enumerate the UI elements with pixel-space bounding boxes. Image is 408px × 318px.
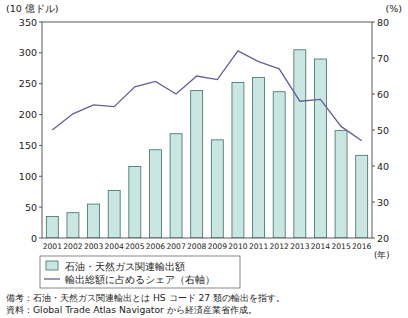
bar (273, 92, 285, 238)
chart: 0501001502002503003502030405060708020012… (0, 0, 408, 318)
bar (294, 50, 306, 238)
y-tick (39, 114, 42, 115)
y-tick-label: 0 (31, 233, 37, 244)
x-tick-label: 2007 (166, 242, 185, 251)
y2-tick-label: 30 (377, 197, 389, 208)
y-tick (39, 207, 42, 208)
y-tick-label: 100 (19, 171, 37, 182)
x-tick-label: 2006 (146, 242, 165, 251)
y2-tick (372, 238, 375, 239)
y2-tick-label: 50 (377, 125, 389, 136)
y2-tick (372, 202, 375, 203)
x-tick-label: 2010 (228, 242, 247, 251)
y-tick (39, 238, 42, 239)
x-tick-label: 2016 (352, 242, 371, 251)
plot-frame (42, 22, 372, 238)
y2-tick (372, 58, 375, 59)
bar (314, 59, 326, 238)
bar (356, 155, 368, 238)
y2-tick-label: 70 (377, 53, 389, 64)
legend-swatch (46, 261, 58, 270)
legend-box (40, 256, 240, 288)
y2-tick (372, 94, 375, 95)
y-tick-label: 350 (19, 17, 37, 28)
bar (108, 190, 120, 238)
plot-area (46, 50, 367, 238)
y-tick-label: 300 (19, 47, 37, 58)
x-tick-label: 2015 (331, 242, 350, 251)
bar (335, 131, 347, 238)
y-tick (39, 52, 42, 53)
bar (149, 150, 161, 238)
y-axis-label: (10 億ドル) (6, 3, 59, 14)
bar (211, 140, 223, 238)
x-tick-label: 2013 (290, 242, 309, 251)
legend-swatch (44, 278, 60, 279)
y2-tick-label: 80 (377, 17, 389, 28)
y2-tick-label: 20 (377, 233, 389, 244)
y-tick (39, 176, 42, 177)
y2-axis-label: (%) (386, 3, 402, 14)
bar (46, 216, 58, 238)
x-tick-label: 2005 (125, 242, 144, 251)
bar (170, 134, 182, 238)
x-tick-label: 2008 (187, 242, 206, 251)
y2-tick (372, 130, 375, 131)
bar (191, 91, 203, 238)
share-line (52, 51, 361, 141)
y-tick-label: 150 (19, 140, 37, 151)
y-tick-label: 250 (19, 78, 37, 89)
bar (253, 78, 265, 238)
bar (232, 82, 244, 238)
x-tick-label: 2001 (43, 242, 62, 251)
x-tick-label: 2004 (105, 242, 124, 251)
y-tick-label: 200 (19, 109, 37, 120)
y-tick (39, 145, 42, 146)
x-tick-label: 2003 (84, 242, 103, 251)
note: 備考：石油・天然ガス関連輸出とは HS コード 27 類の輸出を指す。 (6, 292, 285, 303)
y2-tick (372, 22, 375, 23)
y-tick (39, 83, 42, 84)
x-tick-label: 2014 (311, 242, 330, 251)
x-tick-label: 2011 (249, 242, 268, 251)
y-tick (39, 22, 42, 23)
x-axis-label: (年) (374, 250, 390, 260)
y2-tick (372, 166, 375, 167)
bar (129, 166, 141, 238)
bar (67, 213, 79, 238)
x-tick-label: 2002 (63, 242, 82, 251)
legend-label: 輸出総額に占めるシェア（右軸） (65, 274, 215, 285)
y-tick-label: 50 (25, 202, 37, 213)
legend-label: 石油・天然ガス関連輸出額 (65, 261, 185, 272)
y2-tick-label: 60 (377, 89, 389, 100)
x-tick-label: 2012 (270, 242, 289, 251)
y2-tick-label: 40 (377, 161, 389, 172)
note: 資料：Global Trade Atlas Navigator から経済産業省作… (6, 304, 257, 315)
x-tick-label: 2009 (208, 242, 227, 251)
bar (88, 204, 100, 238)
